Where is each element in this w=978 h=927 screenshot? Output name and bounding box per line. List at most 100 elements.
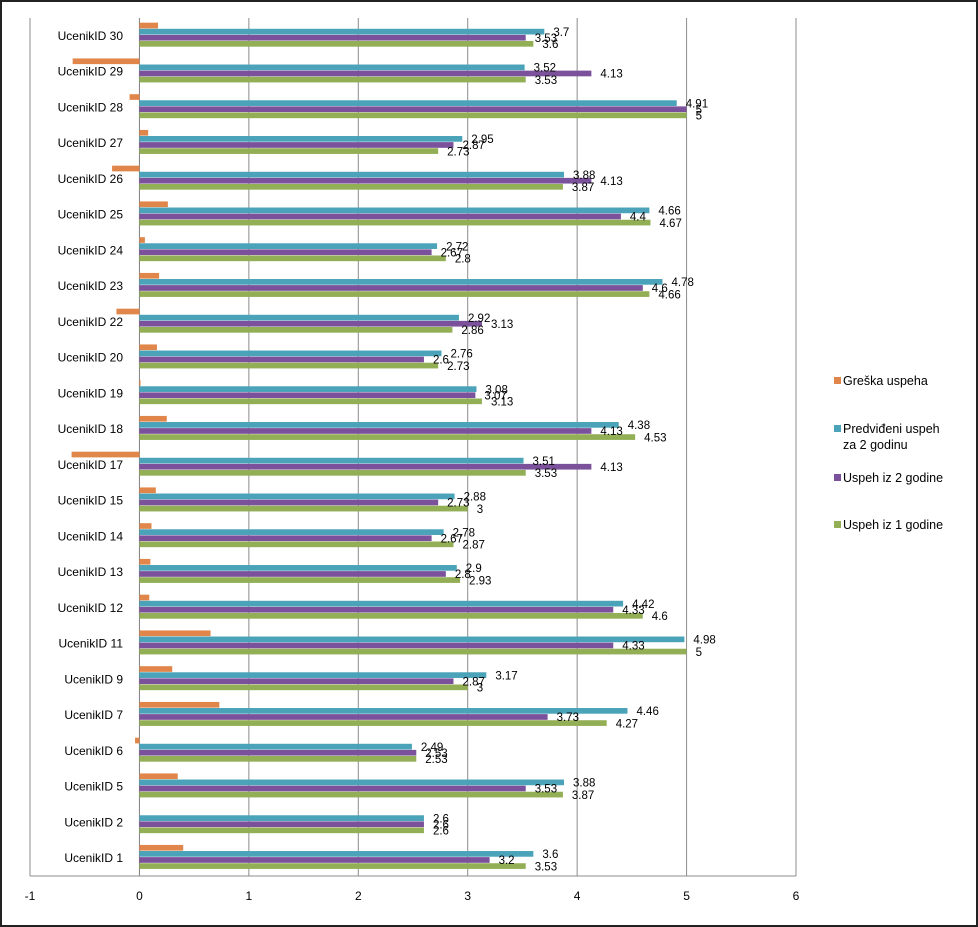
data-label: 2.6 — [433, 355, 449, 367]
data-label: 4.42 — [632, 599, 654, 611]
data-label: 2.87 — [462, 676, 484, 688]
legend-swatch — [834, 377, 841, 384]
bar-uspeh-iz-1-godine — [139, 112, 687, 119]
bar-predvi-eni-uspeh-za-2-godinu — [139, 171, 565, 178]
data-label: 5 — [696, 111, 702, 123]
bar-predvi-eni-uspeh-za-2-godinu — [139, 243, 438, 249]
data-label: 3.17 — [495, 670, 517, 682]
data-label: 3.87 — [572, 790, 594, 802]
category-label: UcenikID 1 — [64, 851, 123, 865]
bar-predvi-eni-uspeh-za-2-godinu — [139, 636, 685, 643]
data-label: 2.78 — [453, 527, 475, 539]
data-label: 3.53 — [535, 861, 557, 873]
bar-uspeh-iz-2-godine — [139, 571, 446, 577]
data-label: 2.88 — [464, 492, 486, 504]
bar-predvi-eni-uspeh-za-2-godinu — [139, 672, 487, 678]
data-label: 4.78 — [671, 277, 693, 289]
data-label: 4.13 — [600, 176, 622, 188]
data-label: 2.92 — [468, 313, 490, 325]
data-label: 2.87 — [462, 540, 484, 552]
data-label: 4.6 — [652, 611, 668, 623]
bar-uspeh-iz-2-godine — [139, 34, 526, 41]
data-label: 4.67 — [659, 218, 681, 230]
category-label: UcenikID 28 — [58, 100, 124, 114]
x-tick-label: 1 — [246, 889, 253, 903]
bar-gre-ka-uspeha — [139, 344, 157, 351]
x-tick-label: 3 — [464, 889, 471, 903]
data-label: 2.73 — [447, 498, 469, 510]
bar-predvi-eni-uspeh-za-2-godinu — [139, 565, 457, 571]
bar-uspeh-iz-1-godine — [139, 612, 643, 619]
category-label: UcenikID 2 — [64, 815, 123, 829]
bar-uspeh-iz-2-godine — [139, 213, 621, 220]
data-label: 3.88 — [573, 170, 595, 182]
bar-predvi-eni-uspeh-za-2-godinu — [139, 207, 650, 214]
bar-uspeh-iz-1-godine — [139, 255, 446, 262]
category-label: UcenikID 23 — [58, 279, 124, 293]
data-label: 4.91 — [686, 98, 708, 110]
bar-predvi-eni-uspeh-za-2-godinu — [139, 743, 412, 750]
data-label: 5 — [696, 104, 702, 116]
data-label: 4.6 — [652, 283, 668, 295]
legend-swatch — [834, 425, 841, 432]
bar-gre-ka-uspeha — [139, 558, 151, 565]
bar-uspeh-iz-1-godine — [139, 219, 651, 226]
bar-gre-ka-uspeha — [112, 165, 140, 172]
bar-uspeh-iz-1-godine — [139, 684, 468, 691]
legend-label: Uspeh iz 2 godine — [843, 471, 943, 485]
category-label: UcenikID 22 — [58, 315, 124, 329]
category-label: UcenikID 11 — [59, 637, 124, 651]
bar-gre-ka-uspeha — [139, 22, 159, 29]
legend-label: za 2 godinu — [843, 438, 908, 452]
data-label: 4.33 — [622, 605, 644, 617]
bar-predvi-eni-uspeh-za-2-godinu — [139, 350, 442, 357]
bar-gre-ka-uspeha — [139, 701, 220, 708]
bar-predvi-eni-uspeh-za-2-godinu — [139, 28, 545, 35]
bar-uspeh-iz-1-godine — [139, 827, 424, 834]
bar-uspeh-iz-2-godine — [139, 142, 454, 148]
category-label: UcenikID 27 — [58, 136, 124, 150]
bar-gre-ka-uspeha — [71, 451, 140, 458]
category-label: UcenikID 9 — [64, 672, 123, 686]
bar-gre-ka-uspeha — [139, 201, 168, 208]
data-label: 4.38 — [628, 420, 650, 432]
bar-uspeh-iz-2-godine — [139, 356, 424, 363]
data-label: 3 — [477, 683, 483, 695]
bars — [71, 22, 687, 869]
data-label: 2.86 — [461, 325, 483, 337]
bar-predvi-eni-uspeh-za-2-godinu — [139, 314, 459, 321]
category-label: UcenikID 19 — [58, 386, 124, 400]
bar-uspeh-iz-2-godine — [139, 785, 526, 792]
category-label: UcenikID 25 — [58, 208, 124, 222]
data-label: 3 — [477, 504, 483, 516]
bar-gre-ka-uspeha — [139, 129, 149, 136]
data-label: 2.95 — [471, 134, 493, 146]
bar-uspeh-iz-1-godine — [139, 148, 439, 154]
legend-swatch — [834, 521, 841, 528]
bar-uspeh-iz-2-godine — [139, 428, 592, 434]
legend-swatch — [834, 474, 841, 481]
data-label: 3.88 — [573, 778, 595, 790]
data-label: 3.53 — [535, 468, 557, 480]
bar-predvi-eni-uspeh-za-2-godinu — [139, 386, 477, 392]
data-label: 4.4 — [630, 212, 647, 224]
bar-gre-ka-uspeha — [116, 308, 140, 315]
data-label: 2.49 — [421, 742, 443, 754]
bar-uspeh-iz-2-godine — [139, 106, 687, 113]
category-label: UcenikID 12 — [58, 601, 124, 615]
data-label: 4.46 — [636, 706, 658, 718]
data-label: 3.13 — [491, 319, 513, 331]
category-label: UcenikID 29 — [58, 65, 124, 79]
bar-gre-ka-uspeha — [139, 630, 211, 637]
bar-predvi-eni-uspeh-za-2-godinu — [139, 136, 463, 142]
bar-gre-ka-uspeha — [139, 380, 141, 386]
legend: Greška uspeha Predviđeni uspeh za 2 godinu… — [834, 374, 943, 532]
bar-uspeh-iz-2-godine — [139, 749, 417, 756]
bar-gre-ka-uspeha — [139, 272, 160, 279]
data-label: 2.87 — [462, 140, 484, 152]
category-label: UcenikID 24 — [58, 243, 124, 257]
data-label: 3.53 — [535, 75, 557, 87]
category-label: UcenikID 26 — [58, 172, 124, 186]
bar-gre-ka-uspeha — [139, 773, 178, 780]
